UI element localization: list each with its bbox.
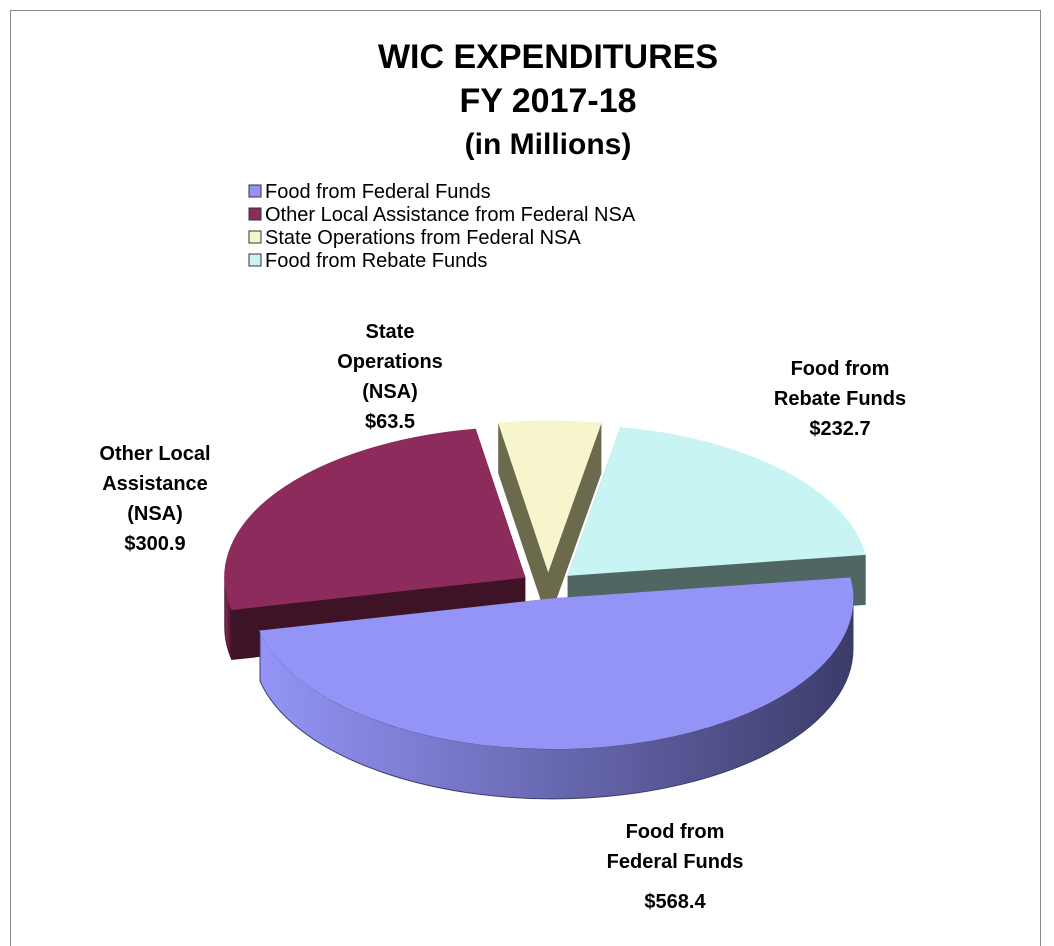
data-label: Food from — [791, 358, 890, 380]
data-label: Food from — [626, 821, 725, 843]
value-label: $232.7 — [809, 418, 870, 440]
slice — [567, 427, 866, 576]
slice — [259, 577, 854, 750]
data-label: (NSA) — [362, 381, 418, 403]
legend-label: Food from Rebate Funds — [265, 250, 487, 272]
data-label: Rebate Funds — [774, 388, 906, 410]
data-label: Federal Funds — [607, 851, 744, 873]
legend-swatch — [248, 230, 262, 244]
slice — [224, 428, 526, 611]
value-label: $568.4 — [644, 891, 706, 913]
slice — [498, 420, 602, 573]
legend-swatch — [248, 184, 262, 198]
legend-label: Other Local Assistance from Federal NSA — [265, 204, 636, 226]
data-label: Other Local — [99, 443, 210, 465]
data-label: Assistance — [102, 473, 208, 495]
data-label: Operations — [337, 351, 443, 373]
legend-swatch — [248, 207, 262, 221]
value-label: $300.9 — [124, 533, 185, 555]
data-label: State — [366, 321, 415, 343]
legend-label: Food from Federal Funds — [265, 181, 491, 203]
chart-title: FY 2017-18 — [459, 82, 636, 120]
value-label: $63.5 — [365, 411, 415, 433]
chart-subtitle: (in Millions) — [465, 128, 632, 161]
pie — [224, 420, 866, 800]
data-label: (NSA) — [127, 503, 183, 525]
legend-label: State Operations from Federal NSA — [265, 227, 581, 249]
chart-title: WIC EXPENDITURES — [378, 38, 718, 76]
legend-swatch — [248, 253, 262, 267]
